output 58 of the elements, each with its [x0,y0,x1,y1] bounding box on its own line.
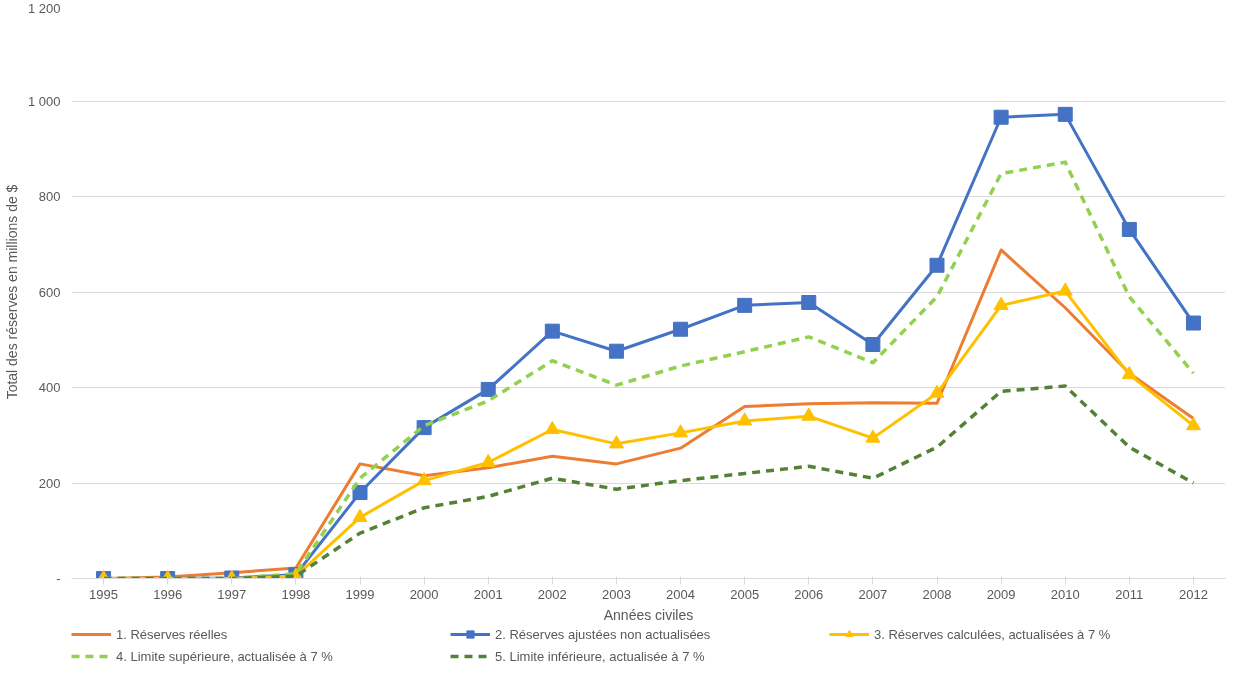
x-tick-label: 2001 [473,586,503,602]
point [865,429,881,443]
x-tick-label: 2007 [858,586,888,602]
point [673,424,689,438]
x-tick-label: 2003 [601,586,631,602]
legend-label: 5. Limite inférieure, actualisée à 7 % [495,647,706,665]
point [480,381,496,397]
legend-label: 4. Limite supérieure, actualisée à 7 % [116,647,334,665]
x-tick-label: 1998 [281,586,311,602]
point [544,323,560,339]
point [480,453,496,468]
point [1185,315,1201,331]
y-tick-label: 400 [38,380,61,395]
point [416,472,432,486]
point [993,109,1009,125]
x-tick-label: 2011 [1115,586,1144,602]
point [1121,366,1137,380]
x-tick-label: 2009 [986,586,1016,602]
x-tick-label: 2008 [922,586,952,602]
x-tick-label: 2006 [794,586,824,602]
point [929,384,945,398]
x-tick-label: 2005 [730,586,760,602]
point [352,508,368,522]
x-tick-label: 2004 [666,586,696,602]
point [801,407,817,421]
point [929,257,945,273]
x-tick-label: 1995 [89,586,119,602]
y-tick-label: 800 [38,189,61,204]
point [673,321,689,337]
y-tick-label: - [56,571,61,586]
point [1057,106,1073,122]
legend-label: 1. Réserves réelles [116,625,229,643]
y-tick-label: 600 [38,284,61,300]
point [1121,221,1137,237]
legend-label: 3. Réserves calculées, actualisées à 7 % [874,625,1112,643]
point [608,435,624,449]
legend-label: 2. Réserves ajustées non actualisées [495,625,712,643]
point [608,343,624,359]
y-tick-label: 200 [38,475,61,491]
point [993,296,1009,310]
point [737,412,753,426]
y-tick-label: 1 000 [27,93,61,109]
point [865,337,881,353]
point [801,295,817,311]
x-tick-label: 2000 [409,586,439,602]
point [737,297,753,313]
point [1057,282,1073,296]
point [544,420,560,435]
point [1185,417,1201,431]
x-axis-title: Années civiles [603,606,694,623]
x-tick-label: 1999 [345,586,375,602]
x-tick-label: 2010 [1050,586,1080,602]
x-tick-label: 1997 [217,586,247,602]
x-tick-label: 1996 [153,586,183,602]
y-axis-title: Total des réserves en millions de $ [3,184,20,400]
x-tick-label: 2012 [1178,586,1208,602]
y-tick-label: 1 200 [27,0,61,16]
x-tick-label: 2002 [537,586,567,602]
